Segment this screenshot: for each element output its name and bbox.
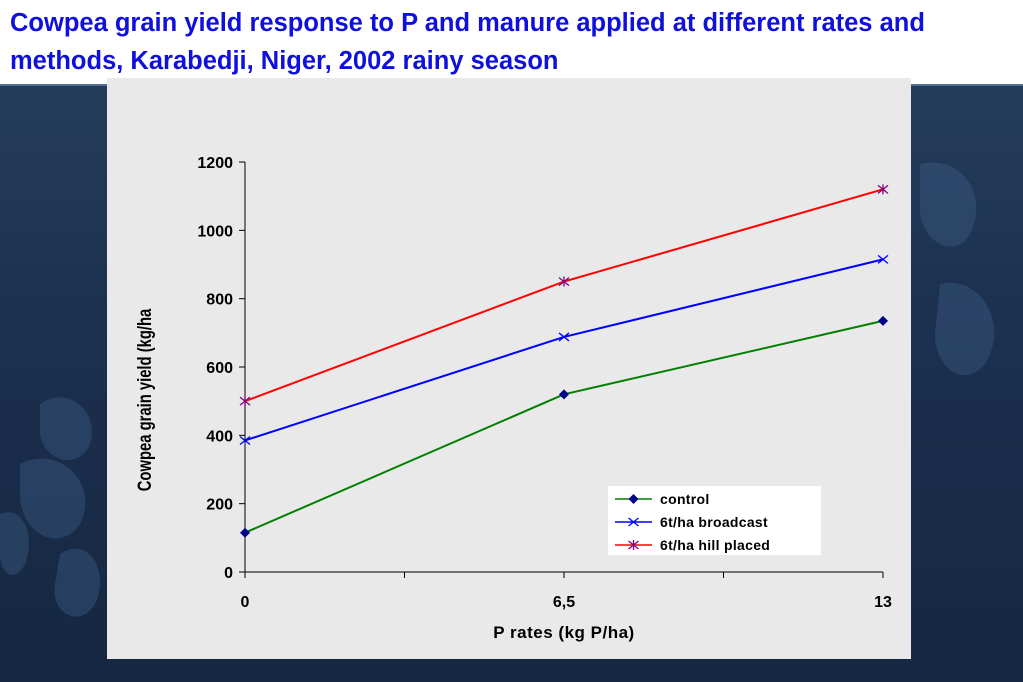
data-point <box>240 527 250 538</box>
data-point <box>558 332 570 342</box>
y-tick-label: 800 <box>206 292 233 309</box>
marker-stroke <box>877 254 889 264</box>
series-line-2 <box>244 188 884 403</box>
data-point <box>877 184 889 195</box>
data-point <box>558 276 570 287</box>
legend-label: 6t/ha broadcast <box>660 514 768 530</box>
y-tick-label: 400 <box>206 428 233 445</box>
slide-title: Cowpea grain yield response to P and man… <box>10 9 925 75</box>
axes: 0 200 400 600 800 1000 1200 0 6,5 13 <box>197 155 892 611</box>
x-tick-label: 0 <box>241 594 250 611</box>
title-band <box>0 0 1023 84</box>
marker-stroke <box>239 435 251 445</box>
legend-label: 6t/ha hill placed <box>660 537 770 553</box>
y-tick-label: 0 <box>224 565 233 582</box>
marker-stroke <box>628 517 639 527</box>
data-point <box>239 435 251 445</box>
x-axis-title: P rates (kg P/ha) <box>493 623 634 642</box>
marker-stroke <box>558 332 570 342</box>
data-point <box>239 396 251 407</box>
y-tick-label: 200 <box>206 497 233 514</box>
data-point <box>559 389 569 400</box>
x-tick-label: 13 <box>874 594 892 611</box>
series-layer <box>239 184 889 538</box>
y-tick-label: 1200 <box>197 155 233 172</box>
legend-marker <box>628 517 639 527</box>
data-point <box>878 315 888 326</box>
data-point <box>877 254 889 264</box>
legend-marker <box>628 494 639 504</box>
chart: 0 200 400 600 800 1000 1200 0 6,5 13 Cowpea grain… <box>134 155 892 642</box>
y-tick-label: 600 <box>206 360 233 377</box>
legend-marker <box>628 540 639 550</box>
chart-panel: 0 200 400 600 800 1000 1200 0 6,5 13 Cowpea grain… <box>107 78 911 659</box>
legend-label: control <box>660 491 710 507</box>
legend-box <box>608 486 821 555</box>
y-tick-label: 1000 <box>197 223 233 240</box>
legend: control 6t/ha broadcast 6t/ha hill placed <box>608 486 821 555</box>
x-tick-label: 6,5 <box>553 594 575 611</box>
y-axis-title: Cowpea grain yield (kg/ha <box>134 308 155 491</box>
